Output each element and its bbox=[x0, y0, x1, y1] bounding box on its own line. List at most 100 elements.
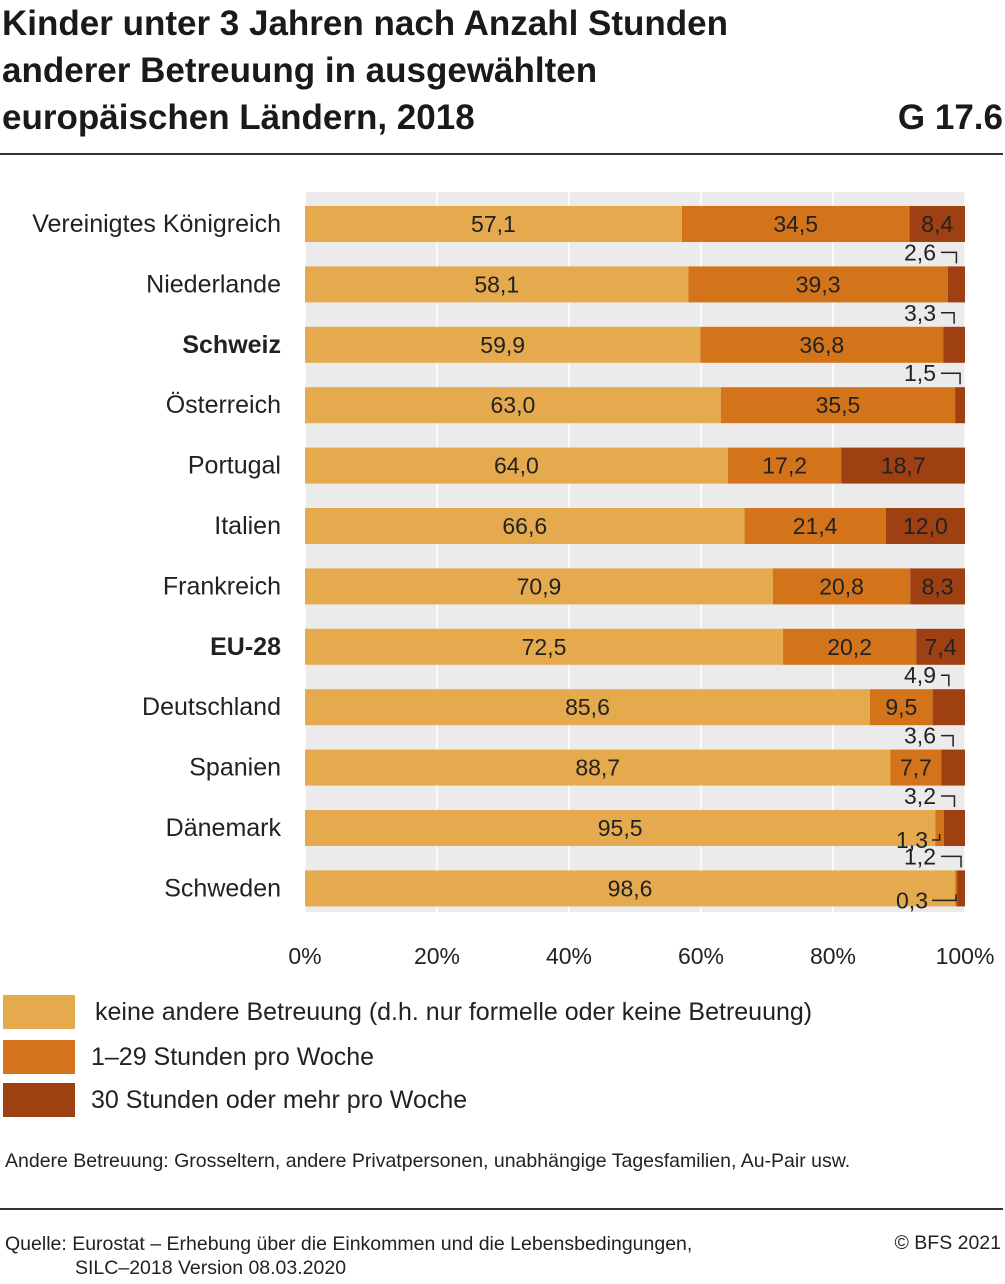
bar-segment bbox=[305, 689, 870, 726]
bar-segment bbox=[305, 810, 936, 846]
source-note: Quelle: Eurostat – Erhebung über die Ein… bbox=[5, 1232, 692, 1280]
data-label: 7,4 bbox=[925, 634, 957, 660]
x-tick-label: 40% bbox=[546, 943, 592, 969]
data-label: 1,3 bbox=[896, 827, 928, 853]
plot-background bbox=[305, 192, 965, 912]
source-line-2: SILC–2018 Version 08.03.2020 bbox=[75, 1257, 347, 1279]
bar-segment bbox=[305, 508, 745, 544]
data-label: 35,5 bbox=[816, 392, 861, 418]
bar-segment bbox=[305, 568, 773, 605]
copyright: © BFS 2021 bbox=[894, 1232, 1001, 1254]
data-label: 88,7 bbox=[575, 755, 620, 781]
data-label: 20,8 bbox=[819, 573, 864, 599]
data-label: 3,6 bbox=[904, 723, 936, 749]
bar-segment bbox=[955, 870, 958, 907]
bar-segment bbox=[305, 628, 784, 665]
data-label: 0,3 bbox=[896, 887, 928, 913]
bar-segment bbox=[909, 206, 965, 242]
category-label: Schweden bbox=[164, 874, 281, 902]
x-tick-label: 80% bbox=[810, 943, 856, 969]
data-label: 20,2 bbox=[827, 634, 872, 660]
data-label: 34,5 bbox=[773, 211, 818, 237]
category-label: Schweiz bbox=[182, 331, 281, 359]
leader-line bbox=[941, 734, 954, 747]
bar-segment bbox=[305, 326, 701, 363]
data-label: 17,2 bbox=[762, 453, 807, 479]
footnote: Andere Betreuung: Grosseltern, andere Pr… bbox=[5, 1150, 851, 1172]
bar-segment bbox=[727, 447, 842, 484]
bar-segment bbox=[305, 749, 891, 786]
bar-segment bbox=[720, 387, 956, 424]
leader-line bbox=[941, 795, 956, 807]
x-tick-label: 60% bbox=[678, 943, 724, 969]
leader-line bbox=[941, 372, 961, 385]
leader-line bbox=[941, 674, 950, 687]
bar-segment bbox=[955, 387, 965, 424]
title-divider bbox=[0, 153, 1003, 155]
data-label: 59,9 bbox=[480, 332, 525, 358]
category-label: Niederlande bbox=[146, 270, 281, 298]
data-label: 72,5 bbox=[522, 634, 567, 660]
data-label: 66,6 bbox=[502, 513, 547, 539]
bar-segment bbox=[841, 447, 965, 484]
leader-line bbox=[932, 834, 941, 841]
chart-code: G 17.6 bbox=[897, 98, 1003, 137]
bar-segment bbox=[890, 749, 942, 786]
bar-segment bbox=[885, 508, 965, 544]
bar-segment bbox=[305, 266, 689, 303]
data-label: 98,6 bbox=[608, 875, 653, 901]
bar-segment bbox=[744, 508, 886, 544]
legend-swatch-none bbox=[3, 995, 75, 1029]
bar-segment bbox=[941, 749, 965, 786]
bar-segment bbox=[935, 810, 944, 846]
data-label: 8,3 bbox=[922, 573, 954, 599]
bar-segment bbox=[305, 447, 728, 484]
x-tick-label: 20% bbox=[414, 943, 460, 969]
category-label: EU-28 bbox=[210, 633, 281, 661]
bar-segment bbox=[943, 810, 965, 846]
data-label: 63,0 bbox=[491, 392, 536, 418]
leader-line bbox=[941, 855, 962, 868]
leader-line bbox=[941, 312, 955, 324]
x-tick-label: 100% bbox=[936, 943, 995, 969]
legend-label-low: 1–29 Stunden pro Woche bbox=[91, 1043, 375, 1071]
data-label: 3,2 bbox=[904, 783, 936, 809]
data-label: 4,9 bbox=[904, 662, 936, 688]
footer-divider bbox=[0, 1208, 1003, 1210]
bar-segment bbox=[772, 568, 911, 605]
bar-segment bbox=[783, 628, 917, 665]
legend-label-none: keine andere Betreuung (d.h. nur formell… bbox=[95, 998, 813, 1026]
data-label: 64,0 bbox=[494, 453, 539, 479]
bar-segment bbox=[305, 206, 682, 242]
data-label: 58,1 bbox=[474, 271, 519, 297]
bar-segment bbox=[305, 387, 721, 424]
source-line-1: Quelle: Eurostat – Erhebung über die Ein… bbox=[5, 1233, 693, 1255]
category-label: Deutschland bbox=[142, 693, 281, 721]
category-label: Vereinigtes Königreich bbox=[32, 210, 281, 238]
bar-segment bbox=[681, 206, 910, 242]
bar-segment bbox=[947, 266, 965, 303]
data-label: 1,5 bbox=[904, 360, 936, 386]
bar-segment bbox=[916, 628, 965, 665]
category-label: Spanien bbox=[189, 754, 281, 782]
stacked-bar-chart: 0% 20% 40% 60% 80% 100% Vereinigtes Königreich… bbox=[32, 192, 995, 969]
category-label: Italien bbox=[214, 512, 281, 540]
data-label: 3,3 bbox=[904, 300, 936, 326]
bar-segment bbox=[932, 689, 965, 726]
bar-segment bbox=[910, 568, 965, 605]
leader-line bbox=[932, 894, 957, 902]
bar-segment bbox=[700, 326, 944, 363]
data-label: 18,7 bbox=[881, 453, 926, 479]
legend-label-high: 30 Stunden oder mehr pro Woche bbox=[91, 1086, 468, 1114]
data-label: 1,2 bbox=[904, 843, 936, 869]
data-label: 36,8 bbox=[799, 332, 844, 358]
data-label: 12,0 bbox=[903, 513, 948, 539]
bar-segment bbox=[688, 266, 948, 303]
chart-title: Kinder unter 3 Jahren nach Anzahl Stunde… bbox=[2, 4, 729, 137]
data-label: 9,5 bbox=[885, 694, 917, 720]
data-label: 7,7 bbox=[900, 755, 932, 781]
leader-line bbox=[941, 251, 958, 264]
bar-segment bbox=[869, 689, 933, 726]
data-label: 8,4 bbox=[921, 211, 953, 237]
data-label: 95,5 bbox=[598, 815, 643, 841]
